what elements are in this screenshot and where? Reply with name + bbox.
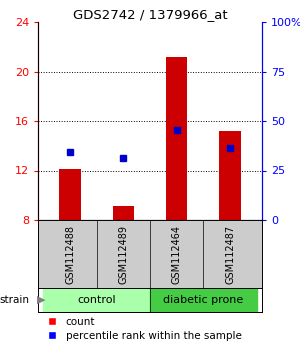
Text: diabetic prone: diabetic prone [163, 295, 244, 305]
Bar [166, 57, 187, 220]
Text: GSM112464: GSM112464 [172, 224, 182, 284]
Legend: count, percentile rank within the sample: count, percentile rank within the sample [47, 317, 242, 341]
Text: GSM112488: GSM112488 [65, 224, 75, 284]
Text: control: control [77, 295, 116, 305]
Bar [113, 206, 134, 220]
Bar [219, 131, 241, 220]
Text: GSM112489: GSM112489 [118, 224, 128, 284]
Title: GDS2742 / 1379966_at: GDS2742 / 1379966_at [73, 8, 227, 21]
Text: strain: strain [0, 295, 29, 305]
Text: ▶: ▶ [37, 295, 45, 305]
Bar [59, 169, 81, 220]
Text: GSM112487: GSM112487 [225, 224, 235, 284]
